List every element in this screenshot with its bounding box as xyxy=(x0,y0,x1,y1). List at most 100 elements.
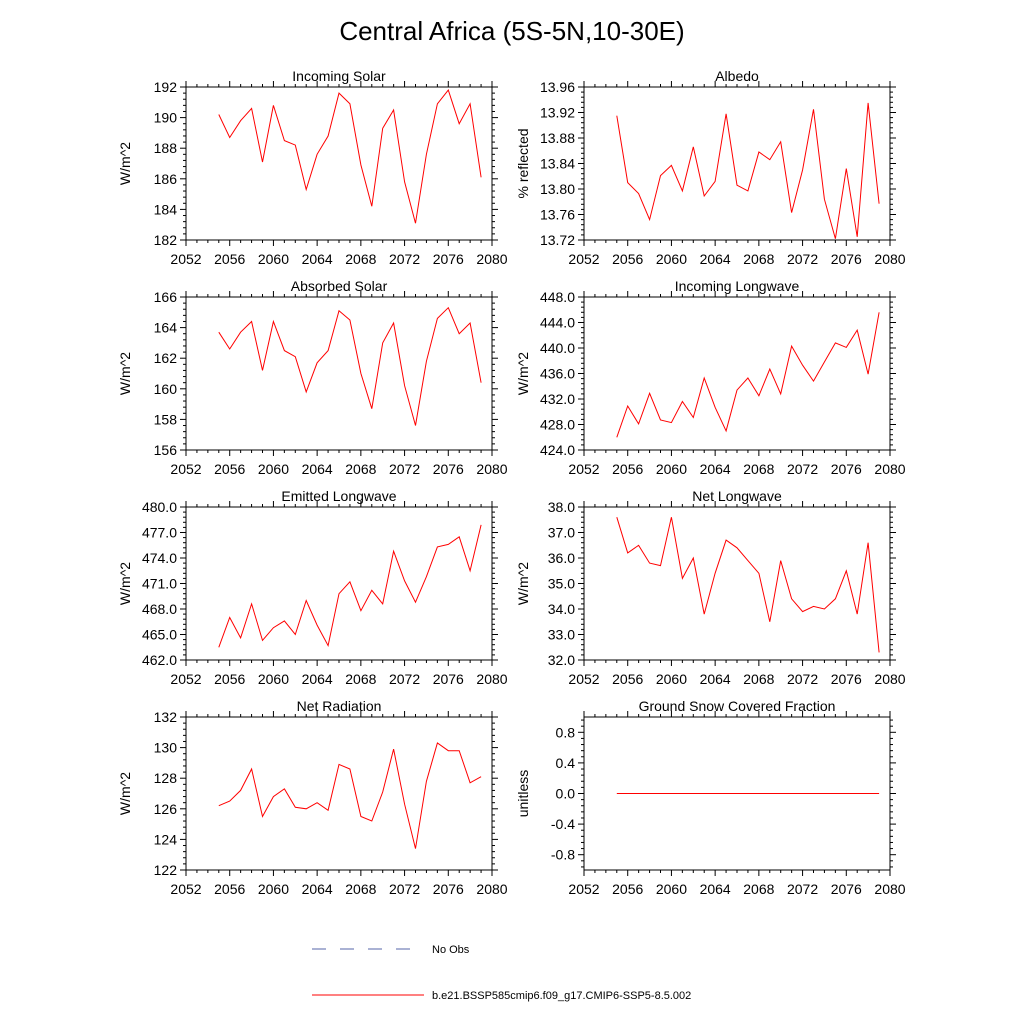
y-tick-label: 162 xyxy=(154,350,178,366)
x-tick-label: 2072 xyxy=(787,881,818,897)
x-tick-label: 2052 xyxy=(170,251,201,267)
x-tick-label: 2080 xyxy=(476,251,507,267)
y-tick-label: 432.0 xyxy=(540,391,575,407)
x-tick-label: 2052 xyxy=(568,881,599,897)
x-tick-label: 2072 xyxy=(389,461,420,477)
x-tick-label: 2068 xyxy=(345,881,376,897)
x-tick-label: 2056 xyxy=(612,881,643,897)
x-tick-label: 2064 xyxy=(700,251,731,267)
x-tick-label: 2060 xyxy=(656,461,687,477)
y-tick-label: 166 xyxy=(154,289,178,305)
x-tick-label: 2064 xyxy=(302,881,333,897)
plot-frame xyxy=(583,296,891,451)
x-tick-label: 2056 xyxy=(612,461,643,477)
y-axis-title: W/m^2 xyxy=(117,352,133,395)
x-tick-label: 2064 xyxy=(700,671,731,687)
x-tick-label: 2052 xyxy=(568,461,599,477)
plot-frame xyxy=(185,506,493,661)
y-axis-title: W/m^2 xyxy=(117,562,133,605)
x-tick-label: 2080 xyxy=(476,461,507,477)
x-tick-label: 2072 xyxy=(389,251,420,267)
x-tick-label: 2076 xyxy=(433,251,464,267)
legend-entry-model: b.e21.BSSP585cmip6.f09_g17.CMIP6-SSP5-8.… xyxy=(312,990,691,1002)
plot-frame xyxy=(185,716,493,871)
x-tick-label: 2064 xyxy=(700,461,731,477)
y-tick-label: 190 xyxy=(154,110,178,126)
legend-label-obs: No Obs xyxy=(432,944,470,956)
y-tick-label: 13.72 xyxy=(540,232,575,248)
y-tick-label: 471.0 xyxy=(142,576,177,592)
x-tick-label: 2080 xyxy=(476,671,507,687)
y-tick-label: 13.88 xyxy=(540,130,575,146)
series-line xyxy=(616,102,880,239)
x-tick-label: 2056 xyxy=(214,461,245,477)
x-tick-label: 2076 xyxy=(831,251,862,267)
y-axis-title: unitless xyxy=(515,770,531,817)
x-tick-label: 2076 xyxy=(831,671,862,687)
x-tick-label: 2068 xyxy=(345,461,376,477)
series-line xyxy=(616,312,880,438)
x-tick-label: 2064 xyxy=(302,461,333,477)
y-tick-label: 32.0 xyxy=(548,652,575,668)
x-tick-label: 2056 xyxy=(214,251,245,267)
y-tick-label: 468.0 xyxy=(142,601,177,617)
y-tick-label: 448.0 xyxy=(540,289,575,305)
y-tick-label: 436.0 xyxy=(540,366,575,382)
y-tick-label: 33.0 xyxy=(548,627,575,643)
plot-frame xyxy=(185,296,493,451)
x-tick-label: 2060 xyxy=(258,671,289,687)
y-tick-label: 424.0 xyxy=(540,442,575,458)
y-tick-label: 156 xyxy=(154,442,178,458)
y-tick-label: 34.0 xyxy=(548,601,575,617)
x-tick-label: 2068 xyxy=(345,671,376,687)
x-tick-label: 2072 xyxy=(787,251,818,267)
panel-title: Emitted Longwave xyxy=(281,488,396,504)
x-tick-label: 2068 xyxy=(345,251,376,267)
y-tick-label: 160 xyxy=(154,381,178,397)
x-tick-label: 2060 xyxy=(258,461,289,477)
x-tick-label: 2052 xyxy=(568,251,599,267)
y-axis-title: W/m^2 xyxy=(515,352,531,395)
y-tick-label: 13.92 xyxy=(540,105,575,121)
x-tick-label: 2072 xyxy=(787,671,818,687)
y-tick-label: 164 xyxy=(154,320,178,336)
panel-title: Albedo xyxy=(715,68,759,84)
plot-frame xyxy=(185,86,493,241)
y-tick-label: 428.0 xyxy=(540,417,575,433)
y-tick-label: -0.8 xyxy=(551,847,575,863)
x-tick-label: 2052 xyxy=(170,671,201,687)
y-tick-label: 13.96 xyxy=(540,79,575,95)
panels: Incoming Solar 2052 2056 2060 2064 2068 2072 20… xyxy=(117,68,906,897)
series-line xyxy=(616,517,880,653)
x-tick-label: 2080 xyxy=(874,251,905,267)
x-tick-label: 2060 xyxy=(258,881,289,897)
x-tick-label: 2068 xyxy=(743,881,774,897)
panel-absorbed-solar: Absorbed Solar 2052 2056 2060 2064 2068 2072 20… xyxy=(117,278,508,477)
y-tick-label: 37.0 xyxy=(548,525,575,541)
y-tick-label: 182 xyxy=(154,232,178,248)
y-tick-label: 188 xyxy=(154,140,178,156)
panel-net-radiation: Net Radiation 2052 2056 2060 2064 2068 2072 207… xyxy=(117,698,508,897)
y-tick-label: 444.0 xyxy=(540,315,575,331)
x-tick-label: 2072 xyxy=(389,671,420,687)
panel-title: Incoming Solar xyxy=(292,68,386,84)
y-tick-label: 13.76 xyxy=(540,207,575,223)
panel-albedo: Albedo 2052 2056 2060 2064 2068 2072 2076 2080 13… xyxy=(515,68,906,267)
x-tick-label: 2080 xyxy=(874,671,905,687)
x-tick-label: 2064 xyxy=(302,671,333,687)
y-tick-label: 0.0 xyxy=(556,786,576,802)
panel-title: Net Radiation xyxy=(297,698,382,714)
panel-title: Ground Snow Covered Fraction xyxy=(639,698,836,714)
figure-title: Central Africa (5S-5N,10-30E) xyxy=(339,16,684,46)
x-tick-label: 2080 xyxy=(874,881,905,897)
x-tick-label: 2076 xyxy=(831,881,862,897)
y-tick-label: 158 xyxy=(154,411,178,427)
x-tick-label: 2064 xyxy=(700,881,731,897)
panel-incoming-longwave: Incoming Longwave 2052 2056 2060 2064 2068 207… xyxy=(515,278,906,477)
y-tick-label: 192 xyxy=(154,79,178,95)
y-tick-label: 122 xyxy=(154,862,178,878)
y-axis-title: W/m^2 xyxy=(515,562,531,605)
y-tick-label: 124 xyxy=(154,831,178,847)
y-tick-label: 186 xyxy=(154,171,178,187)
